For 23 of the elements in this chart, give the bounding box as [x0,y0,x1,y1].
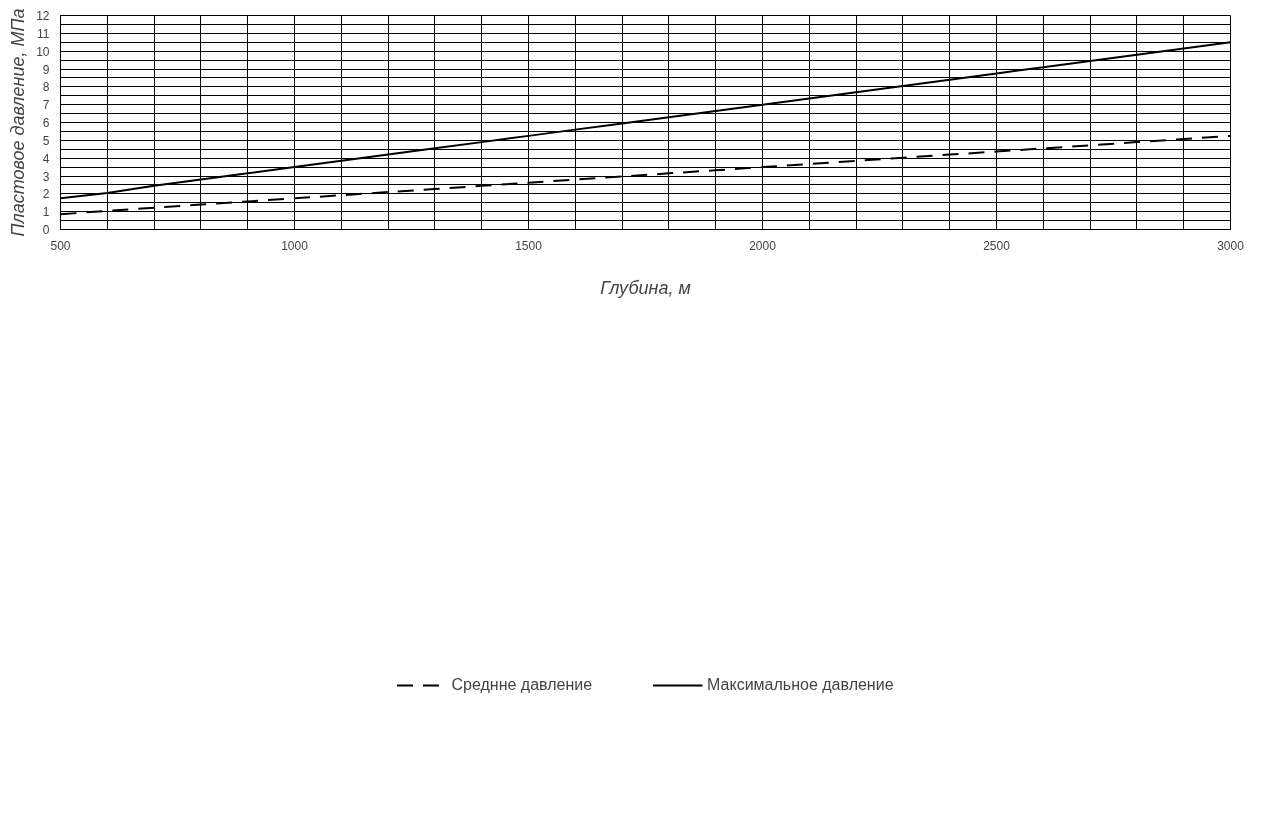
y-tick-label: 12 [36,9,50,23]
x-tick-label: 2500 [983,238,1011,253]
x-axis-title: Глубина, м [600,277,691,298]
y-tick-label: 8 [42,80,50,95]
y-tick-label: 9 [42,62,50,77]
x-tick-label: 2000 [749,238,777,253]
y-tick-label: 10 [36,44,50,59]
y-tick-label: 3 [42,169,50,184]
y-tick-label: 0 [42,223,50,237]
y-tick-label: 4 [42,151,50,166]
x-tick-label: 1000 [281,238,309,253]
y-tick-label: 7 [42,98,50,113]
legend-label: Среднне давление [451,676,593,694]
x-tick-label: 3000 [1217,238,1245,253]
x-tick-label: 500 [50,238,71,253]
y-tick-label: 2 [42,187,50,202]
y-tick-label: 11 [37,26,50,41]
legend-label: Максимальное давление [707,676,894,694]
y-tick-label: 6 [42,116,50,130]
y-axis-title: Пластовое давление, МПа [8,8,29,237]
y-tick-label: 5 [42,133,50,148]
y-tick-label: 1 [42,205,50,220]
x-tick-label: 1500 [515,238,543,253]
